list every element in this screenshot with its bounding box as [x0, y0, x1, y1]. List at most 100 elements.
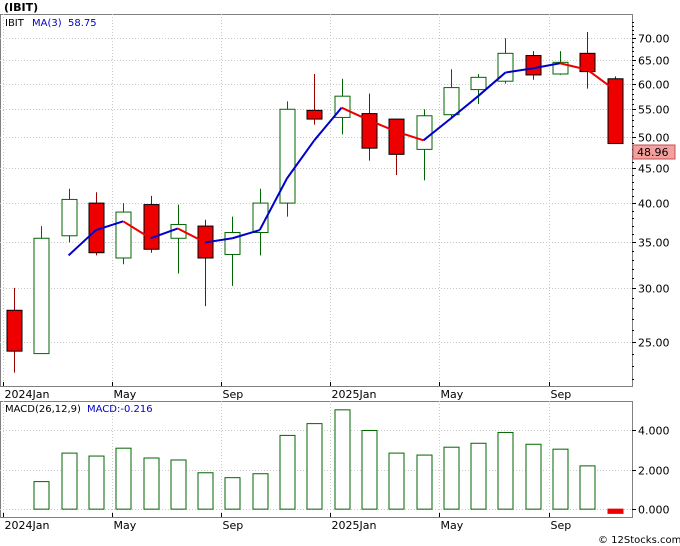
- ma-segment: [559, 62, 588, 71]
- date-axis-ticks: 2024Jan May Sep 2025Jan May Sep: [3, 382, 572, 401]
- date-tick-label: Sep: [551, 388, 572, 401]
- last-price-box: [632, 144, 676, 160]
- price-panel: [0, 14, 633, 387]
- macd-bar: [61, 452, 78, 510]
- macd-bar: [279, 434, 296, 510]
- macd-date-tick-label: 2024Jan: [5, 519, 50, 532]
- date-tick-label: May: [114, 388, 137, 401]
- date-tick-label: 2025Jan: [332, 388, 377, 401]
- candle-body: [115, 211, 132, 259]
- macd-date-tick-label: May: [114, 519, 137, 532]
- macd-bar: [416, 454, 433, 510]
- ma-segment: [368, 119, 397, 133]
- ma-segment: [204, 237, 233, 244]
- macd-bar: [197, 472, 214, 510]
- candle-body: [497, 52, 514, 82]
- macd-bar: [224, 477, 241, 510]
- ma-segment: [150, 227, 179, 240]
- ma-segment: [422, 117, 452, 142]
- candle-body: [416, 115, 433, 150]
- price-axis-ticks: 25.00 30.00 35.00 40.00 45.00 50.00 55.00 60.00…: [632, 22, 670, 380]
- ma-segment: [341, 106, 370, 122]
- macd-date-tick-label: May: [441, 519, 464, 532]
- price-tick-label: 55.00: [638, 104, 670, 117]
- macd-panel: [0, 401, 633, 518]
- macd-bar: [306, 423, 323, 510]
- macd-bar: [470, 442, 487, 510]
- macd-tick-label: 0.000: [638, 504, 670, 517]
- macd-bars: [33, 409, 624, 514]
- macd-title: MACD(26,12,9): [5, 404, 81, 415]
- candle-body: [33, 237, 50, 355]
- ma-segment: [122, 220, 152, 240]
- candle-body: [279, 108, 296, 204]
- price-tick-label: 40.00: [638, 198, 670, 211]
- date-tick-label: 2024Jan: [5, 388, 50, 401]
- ma-segment: [67, 229, 97, 257]
- candle-body: [143, 204, 160, 250]
- ma-segment: [313, 107, 343, 141]
- macd-axis-ticks: 0.000 2.000 4.000: [632, 425, 670, 517]
- macd-bar: [361, 429, 378, 510]
- price-tick-label: 25.00: [638, 337, 670, 350]
- macd-value: MACD:-0.216: [87, 404, 153, 415]
- price-tick-label: 70.00: [638, 33, 670, 46]
- chart-title: (IBIT): [4, 1, 38, 14]
- macd-bar: [552, 448, 569, 510]
- ma-segment: [177, 227, 206, 244]
- macd-bar: [88, 455, 105, 510]
- ma-segment: [532, 62, 561, 70]
- price-tick-label: 65.00: [638, 55, 670, 68]
- macd-date-tick-label: Sep: [223, 519, 244, 532]
- candle-body: [525, 55, 542, 76]
- candle-body: [607, 78, 624, 145]
- price-tick-label: 45.00: [638, 163, 670, 176]
- last-price-label: 48.96: [632, 144, 676, 160]
- macd-bar: [443, 446, 460, 510]
- candle-body: [6, 309, 23, 352]
- candle-body: [470, 76, 487, 91]
- macd-bar: [497, 431, 514, 510]
- candle-body: [306, 109, 323, 120]
- candle-body: [388, 118, 405, 155]
- ma-segment: [95, 220, 124, 232]
- price-tick-label: 35.00: [638, 237, 670, 250]
- date-tick-label: Sep: [223, 388, 244, 401]
- macd-bar: [525, 443, 542, 510]
- candle-body: [252, 202, 269, 234]
- copyright: © 12Stocks.com: [598, 535, 680, 546]
- macd-bar: [143, 457, 160, 510]
- price-tick-label: 60.00: [638, 79, 670, 92]
- macd-date-ticks: 2024Jan May Sep 2025Jan May Sep: [3, 513, 572, 532]
- ma-label: MA(3): [32, 18, 62, 29]
- last-price-text: 48.96: [637, 146, 669, 159]
- price-tick-label: 50.00: [638, 132, 670, 145]
- macd-frame: [0, 401, 633, 518]
- macd-bar: [252, 473, 269, 510]
- moving-average-line: [67, 62, 616, 257]
- ma-segment: [477, 71, 507, 97]
- macd-tick-label: 2.000: [638, 465, 670, 478]
- candle-body: [552, 61, 569, 75]
- macd-date-tick-label: Sep: [551, 519, 572, 532]
- candle-body: [579, 52, 596, 73]
- macd-bar: [334, 409, 351, 510]
- symbol-tag: IBIT: [5, 18, 25, 29]
- macd-bar: [607, 508, 624, 514]
- macd-date-tick-label: 2025Jan: [332, 519, 377, 532]
- ma-segment: [258, 177, 288, 231]
- ma-value: 58.75: [68, 18, 97, 29]
- macd-bar: [579, 465, 596, 510]
- date-tick-label: May: [441, 388, 464, 401]
- ma-segment: [286, 139, 316, 179]
- ma-segment: [505, 67, 533, 74]
- macd-bar: [388, 452, 405, 510]
- macd-bar: [33, 481, 50, 510]
- candle-body: [61, 198, 78, 237]
- ma-segment: [450, 95, 479, 120]
- candles: [6, 31, 624, 373]
- ma-segment: [395, 130, 424, 142]
- price-tick-label: 30.00: [638, 283, 670, 296]
